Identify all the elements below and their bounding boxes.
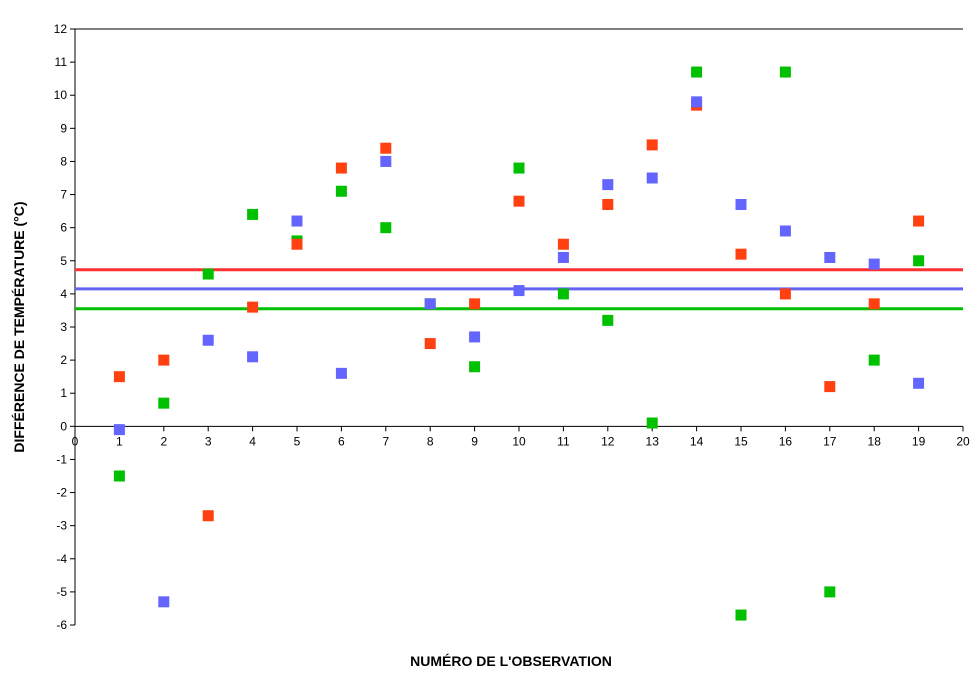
x-tick-label: 9 [471, 434, 478, 448]
x-tick-label: 5 [294, 434, 301, 448]
point-blue [691, 96, 703, 108]
point-blue [424, 298, 436, 310]
x-tick-label: 12 [601, 434, 615, 448]
point-blue [557, 251, 569, 263]
point-blue [291, 215, 303, 227]
y-tick-label: 12 [54, 22, 68, 36]
x-tick-label: 6 [338, 434, 345, 448]
y-tick-label: -5 [56, 585, 67, 599]
x-tick-label: 2 [160, 434, 167, 448]
y-tick-label: 5 [60, 254, 67, 268]
data-points [113, 66, 925, 621]
point-green [380, 222, 392, 234]
x-tick-label: 1 [116, 434, 123, 448]
point-green [247, 208, 259, 220]
point-red [424, 338, 436, 350]
y-tick-label: 1 [60, 386, 67, 400]
point-blue [824, 251, 836, 263]
point-red [868, 298, 880, 310]
x-tick-label: 17 [823, 434, 837, 448]
point-red [913, 215, 925, 227]
y-axis-label: DIFFÉRENCE DE TEMPÉRATURE (°C) [11, 201, 27, 452]
point-red [646, 139, 658, 151]
y-tick-label: -1 [56, 452, 67, 466]
x-tick-label: 13 [646, 434, 660, 448]
y-tick-label: 6 [60, 221, 67, 235]
point-red [735, 248, 747, 260]
y-tick-label: 0 [60, 419, 67, 433]
x-tick-label: 3 [205, 434, 212, 448]
y-tick-label: 7 [60, 188, 67, 202]
y-tick-label: -3 [56, 519, 67, 533]
point-green [113, 470, 125, 482]
y-tick-label: 2 [60, 353, 67, 367]
point-blue [380, 155, 392, 167]
point-blue [646, 172, 658, 184]
point-green [779, 66, 791, 78]
point-blue [868, 258, 880, 270]
point-green [158, 397, 170, 409]
y-tick-label: 3 [60, 320, 67, 334]
point-green [824, 586, 836, 598]
y-tick-label: -4 [56, 552, 67, 566]
y-tick-label: 8 [60, 154, 67, 168]
y-tick-label: -2 [56, 486, 67, 500]
point-red [158, 354, 170, 366]
point-blue [113, 424, 125, 436]
y-tick-label: -6 [56, 618, 67, 632]
point-green [868, 354, 880, 366]
x-tick-label: 18 [868, 434, 882, 448]
point-green [469, 361, 481, 373]
x-tick-label: 16 [779, 434, 793, 448]
point-red [513, 195, 525, 207]
point-red [469, 298, 481, 310]
point-green [557, 288, 569, 300]
point-red [202, 510, 214, 522]
point-green [646, 417, 658, 429]
point-blue [913, 377, 925, 389]
point-blue [779, 225, 791, 237]
x-tick-label: 19 [912, 434, 926, 448]
point-blue [602, 179, 614, 191]
point-red [824, 381, 836, 393]
point-red [380, 142, 392, 154]
point-blue [247, 351, 259, 363]
y-tick-label: 9 [60, 121, 67, 135]
y-tick-label: 10 [54, 88, 68, 102]
point-red [113, 371, 125, 383]
point-red [557, 238, 569, 250]
x-axis-label: NUMÉRO DE L'OBSERVATION [410, 653, 612, 669]
x-tick-label: 15 [734, 434, 748, 448]
y-tick-label: 4 [60, 287, 67, 301]
point-green [335, 185, 347, 197]
x-tick-label: 0 [72, 434, 79, 448]
x-tick-label: 20 [956, 434, 970, 448]
x-tick-label: 10 [512, 434, 526, 448]
point-red [335, 162, 347, 174]
point-blue [513, 285, 525, 297]
x-tick-label: 11 [557, 434, 570, 448]
point-red [247, 301, 259, 313]
point-blue [735, 198, 747, 210]
point-green [602, 314, 614, 326]
point-blue [469, 331, 481, 343]
x-tick-label: 7 [382, 434, 389, 448]
point-blue [335, 367, 347, 379]
x-tick-label: 4 [249, 434, 256, 448]
x-tick-label: 8 [427, 434, 434, 448]
point-red [602, 198, 614, 210]
x-tick-label: 14 [690, 434, 704, 448]
y-tick-label: 11 [55, 55, 68, 69]
point-green [202, 268, 214, 280]
point-red [291, 238, 303, 250]
point-green [735, 609, 747, 621]
point-blue [158, 596, 170, 608]
point-green [913, 255, 925, 267]
point-blue [202, 334, 214, 346]
point-green [513, 162, 525, 174]
point-green [691, 66, 703, 78]
point-red [779, 288, 791, 300]
